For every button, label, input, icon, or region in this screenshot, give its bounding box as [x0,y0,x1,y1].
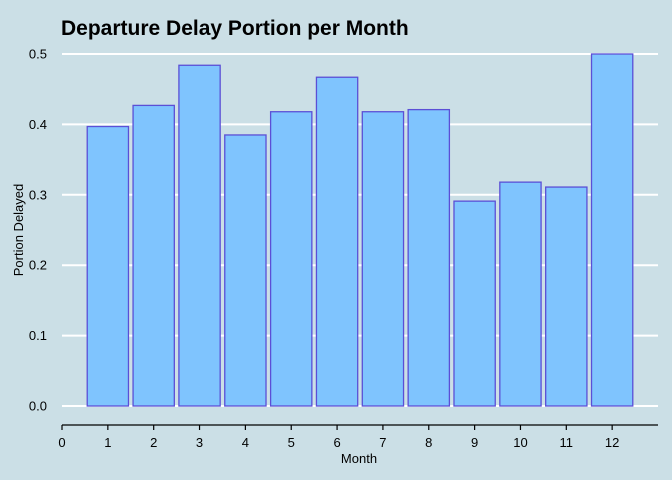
y-tick-label: 0.1 [29,328,47,343]
x-tick-label: 2 [150,435,157,450]
y-tick-label: 0.4 [29,117,47,132]
bar [224,134,267,407]
bar [499,181,542,407]
x-tick-label: 6 [333,435,340,450]
x-tick-label: 5 [288,435,295,450]
y-axis-title: Portion Delayed [11,184,26,277]
bar [545,186,588,407]
bars [86,53,634,407]
bar [178,64,221,407]
x-tick-label: 11 [560,435,574,450]
x-tick-label: 1 [104,435,111,450]
bar [453,200,496,407]
chart-title: Departure Delay Portion per Month [61,17,409,40]
x-tick-label: 0 [58,435,65,450]
x-tick-label: 7 [379,435,386,450]
y-tick-label: 0.3 [29,187,47,202]
y-tick-label: 0.5 [29,47,47,62]
bar [407,108,451,407]
bar [361,111,405,407]
x-tick-label: 3 [196,435,203,450]
x-tick-label: 10 [513,435,527,450]
x-tick-label: 9 [471,435,478,450]
y-tick-label: 0.0 [29,399,47,414]
bar [315,76,359,407]
x-axis: 0 1 2 3 4 5 6 7 8 9 10 11 12 [58,424,658,450]
bar [269,111,313,407]
x-tick-label: 4 [242,435,249,450]
x-axis-title: Month [341,451,377,466]
x-tick-label: 8 [425,435,432,450]
bar [590,53,634,407]
y-axis-ticks: 0.0 0.1 0.2 0.3 0.4 0.5 [29,47,47,414]
bar [86,125,130,407]
x-tick-label: 12 [605,435,619,450]
bar [132,104,175,407]
y-tick-label: 0.2 [29,258,47,273]
